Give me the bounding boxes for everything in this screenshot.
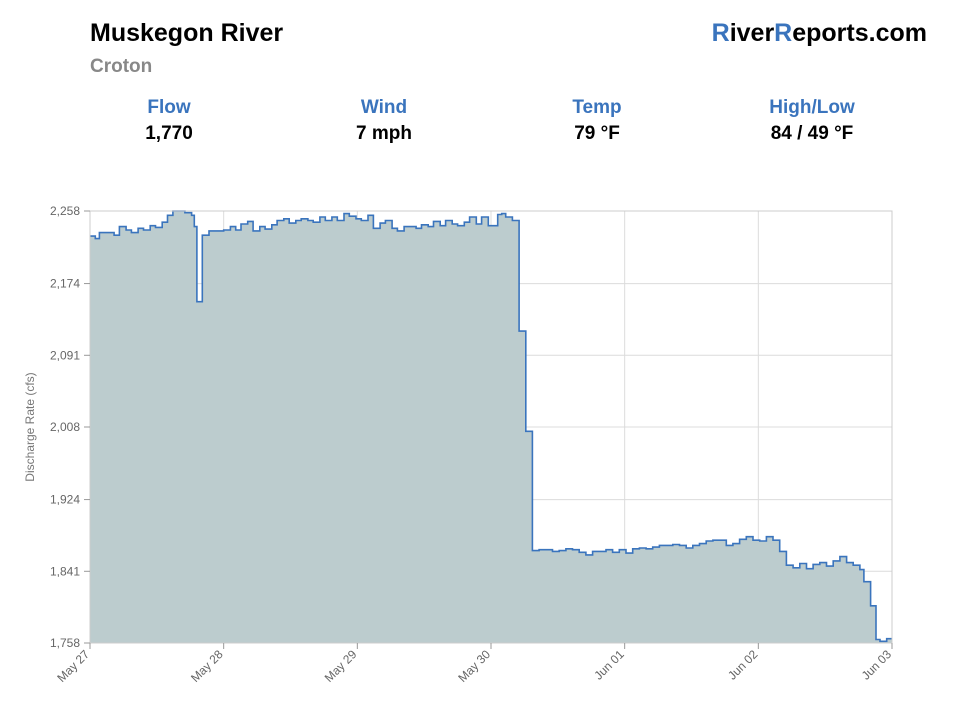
x-tick-label-5: Jun 02 [725, 647, 761, 683]
x-tick-label-4: Jun 01 [591, 647, 627, 683]
stat-value-wind: 7 mph [356, 123, 412, 144]
brand-part2: eports.com [792, 19, 927, 47]
brand-r2: R [774, 19, 793, 47]
stat-value-temp: 79 °F [574, 123, 620, 144]
x-tick-label-0: May 27 [54, 647, 92, 685]
stat-flow: Flow 1,770 [69, 96, 269, 147]
x-tick-label-2: May 29 [322, 647, 360, 685]
x-tick-label-3: May 30 [455, 647, 493, 685]
x-tick-label-6: Jun 03 [859, 647, 895, 683]
x-tick-label-1: May 28 [188, 647, 226, 685]
y-tick-label-6: 2,258 [50, 204, 80, 218]
site-name: Croton [90, 56, 153, 77]
discharge-line [90, 210, 892, 643]
stat-label-temp: Temp [572, 97, 622, 118]
stat-label-flow: Flow [147, 97, 191, 118]
brand-part1: iver [729, 19, 775, 47]
stat-temp: Temp 79 °F [497, 96, 697, 147]
y-tick-label-3: 2,008 [50, 420, 80, 434]
stat-wind: Wind 7 mph [284, 96, 484, 147]
stat-highlow: High/Low 84 / 49 °F [712, 96, 912, 147]
y-axis-ticks: 1,758 1,841 1,924 2,008 2,091 2,174 2,258 [50, 204, 90, 650]
brand-logo[interactable]: RiverReports.com [712, 19, 927, 48]
y-tick-label-2: 1,924 [50, 493, 80, 507]
river-name: Muskegon River [90, 19, 284, 47]
y-tick-label-5: 2,174 [50, 277, 80, 291]
stat-label-wind: Wind [360, 97, 408, 118]
y-tick-label-4: 2,091 [50, 348, 80, 362]
y-axis-title: Discharge Rate (cfs) [23, 372, 37, 481]
y-tick-label-0: 1,758 [50, 636, 80, 650]
brand-r1: R [711, 19, 730, 47]
stat-label-highlow: High/Low [769, 97, 855, 118]
stat-value-highlow: 84 / 49 °F [770, 123, 854, 144]
x-axis-ticks: May 27 May 28 May 29 May 30 Jun 01 Jun 02 Jun … [54, 643, 894, 685]
stat-value-flow: 1,770 [145, 123, 193, 144]
y-tick-label-1: 1,841 [50, 564, 80, 578]
discharge-area [90, 211, 892, 643]
